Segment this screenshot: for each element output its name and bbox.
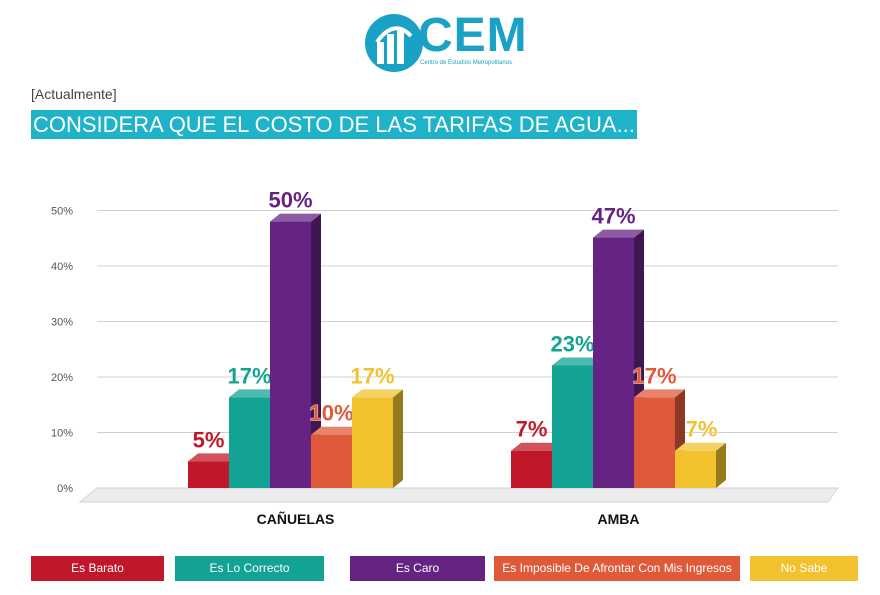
category-label: CAÑUELAS	[257, 510, 335, 527]
bar-side	[311, 213, 321, 488]
y-tick-label: 10%	[51, 428, 73, 440]
bar	[229, 397, 270, 488]
bar-top	[188, 453, 239, 462]
bar	[634, 397, 675, 488]
bar-top	[229, 389, 280, 398]
bar	[593, 237, 634, 488]
bar-top	[270, 213, 321, 222]
data-label: 17%	[632, 363, 676, 388]
bar-top	[634, 389, 685, 398]
legend-item: Es Barato	[31, 556, 164, 581]
y-tick-label: 50%	[51, 206, 73, 218]
logo-text: CEM	[418, 9, 528, 62]
data-label: 23%	[550, 331, 594, 356]
bar-side	[393, 389, 403, 488]
bar-top	[311, 426, 362, 435]
question-tag: [Actualmente]	[31, 86, 117, 102]
bar	[352, 397, 393, 488]
bar-top	[675, 442, 726, 451]
y-tick-label: 30%	[51, 317, 73, 329]
cem-logo	[365, 14, 423, 72]
bar	[311, 434, 352, 488]
data-label: 50%	[268, 188, 312, 213]
y-tick-label: 0%	[57, 483, 73, 495]
bar	[270, 221, 311, 488]
category-label: AMBA	[598, 511, 640, 527]
bar-top	[552, 357, 603, 366]
bar	[511, 450, 552, 488]
bar-top	[352, 389, 403, 398]
bar-chart: 0% 10% 20% 30% 40% 50% 5% 17% 50% 10% 17% CAÑUELAS 7…	[51, 187, 839, 527]
bar	[188, 461, 229, 488]
legend-item: No Sabe	[750, 556, 858, 581]
data-label: 5%	[193, 427, 225, 452]
legend-item: Es Imposible De Afrontar Con Mis Ingreso…	[494, 556, 740, 581]
data-label: 10%	[309, 401, 353, 426]
data-label: 7%	[686, 417, 718, 442]
bar-side	[716, 442, 726, 488]
y-tick-label: 20%	[51, 372, 73, 384]
chart-floor	[78, 487, 839, 503]
data-label: 47%	[591, 204, 635, 229]
y-tick-label: 40%	[51, 261, 73, 273]
bar-top	[511, 442, 562, 451]
data-label: 17%	[350, 363, 394, 388]
legend-item: Es Caro	[350, 556, 485, 581]
bar	[552, 365, 593, 488]
logo-subtitle: Centro de Estudios Metropolitanos	[420, 60, 513, 66]
legend-item: Es Lo Correcto	[175, 556, 324, 581]
bar-top	[593, 229, 644, 238]
bar	[675, 450, 716, 488]
data-label: 7%	[516, 417, 548, 442]
question-title: CONSIDERA QUE EL COSTO DE LAS TARIFAS DE…	[31, 110, 637, 139]
data-label: 17%	[227, 363, 271, 388]
